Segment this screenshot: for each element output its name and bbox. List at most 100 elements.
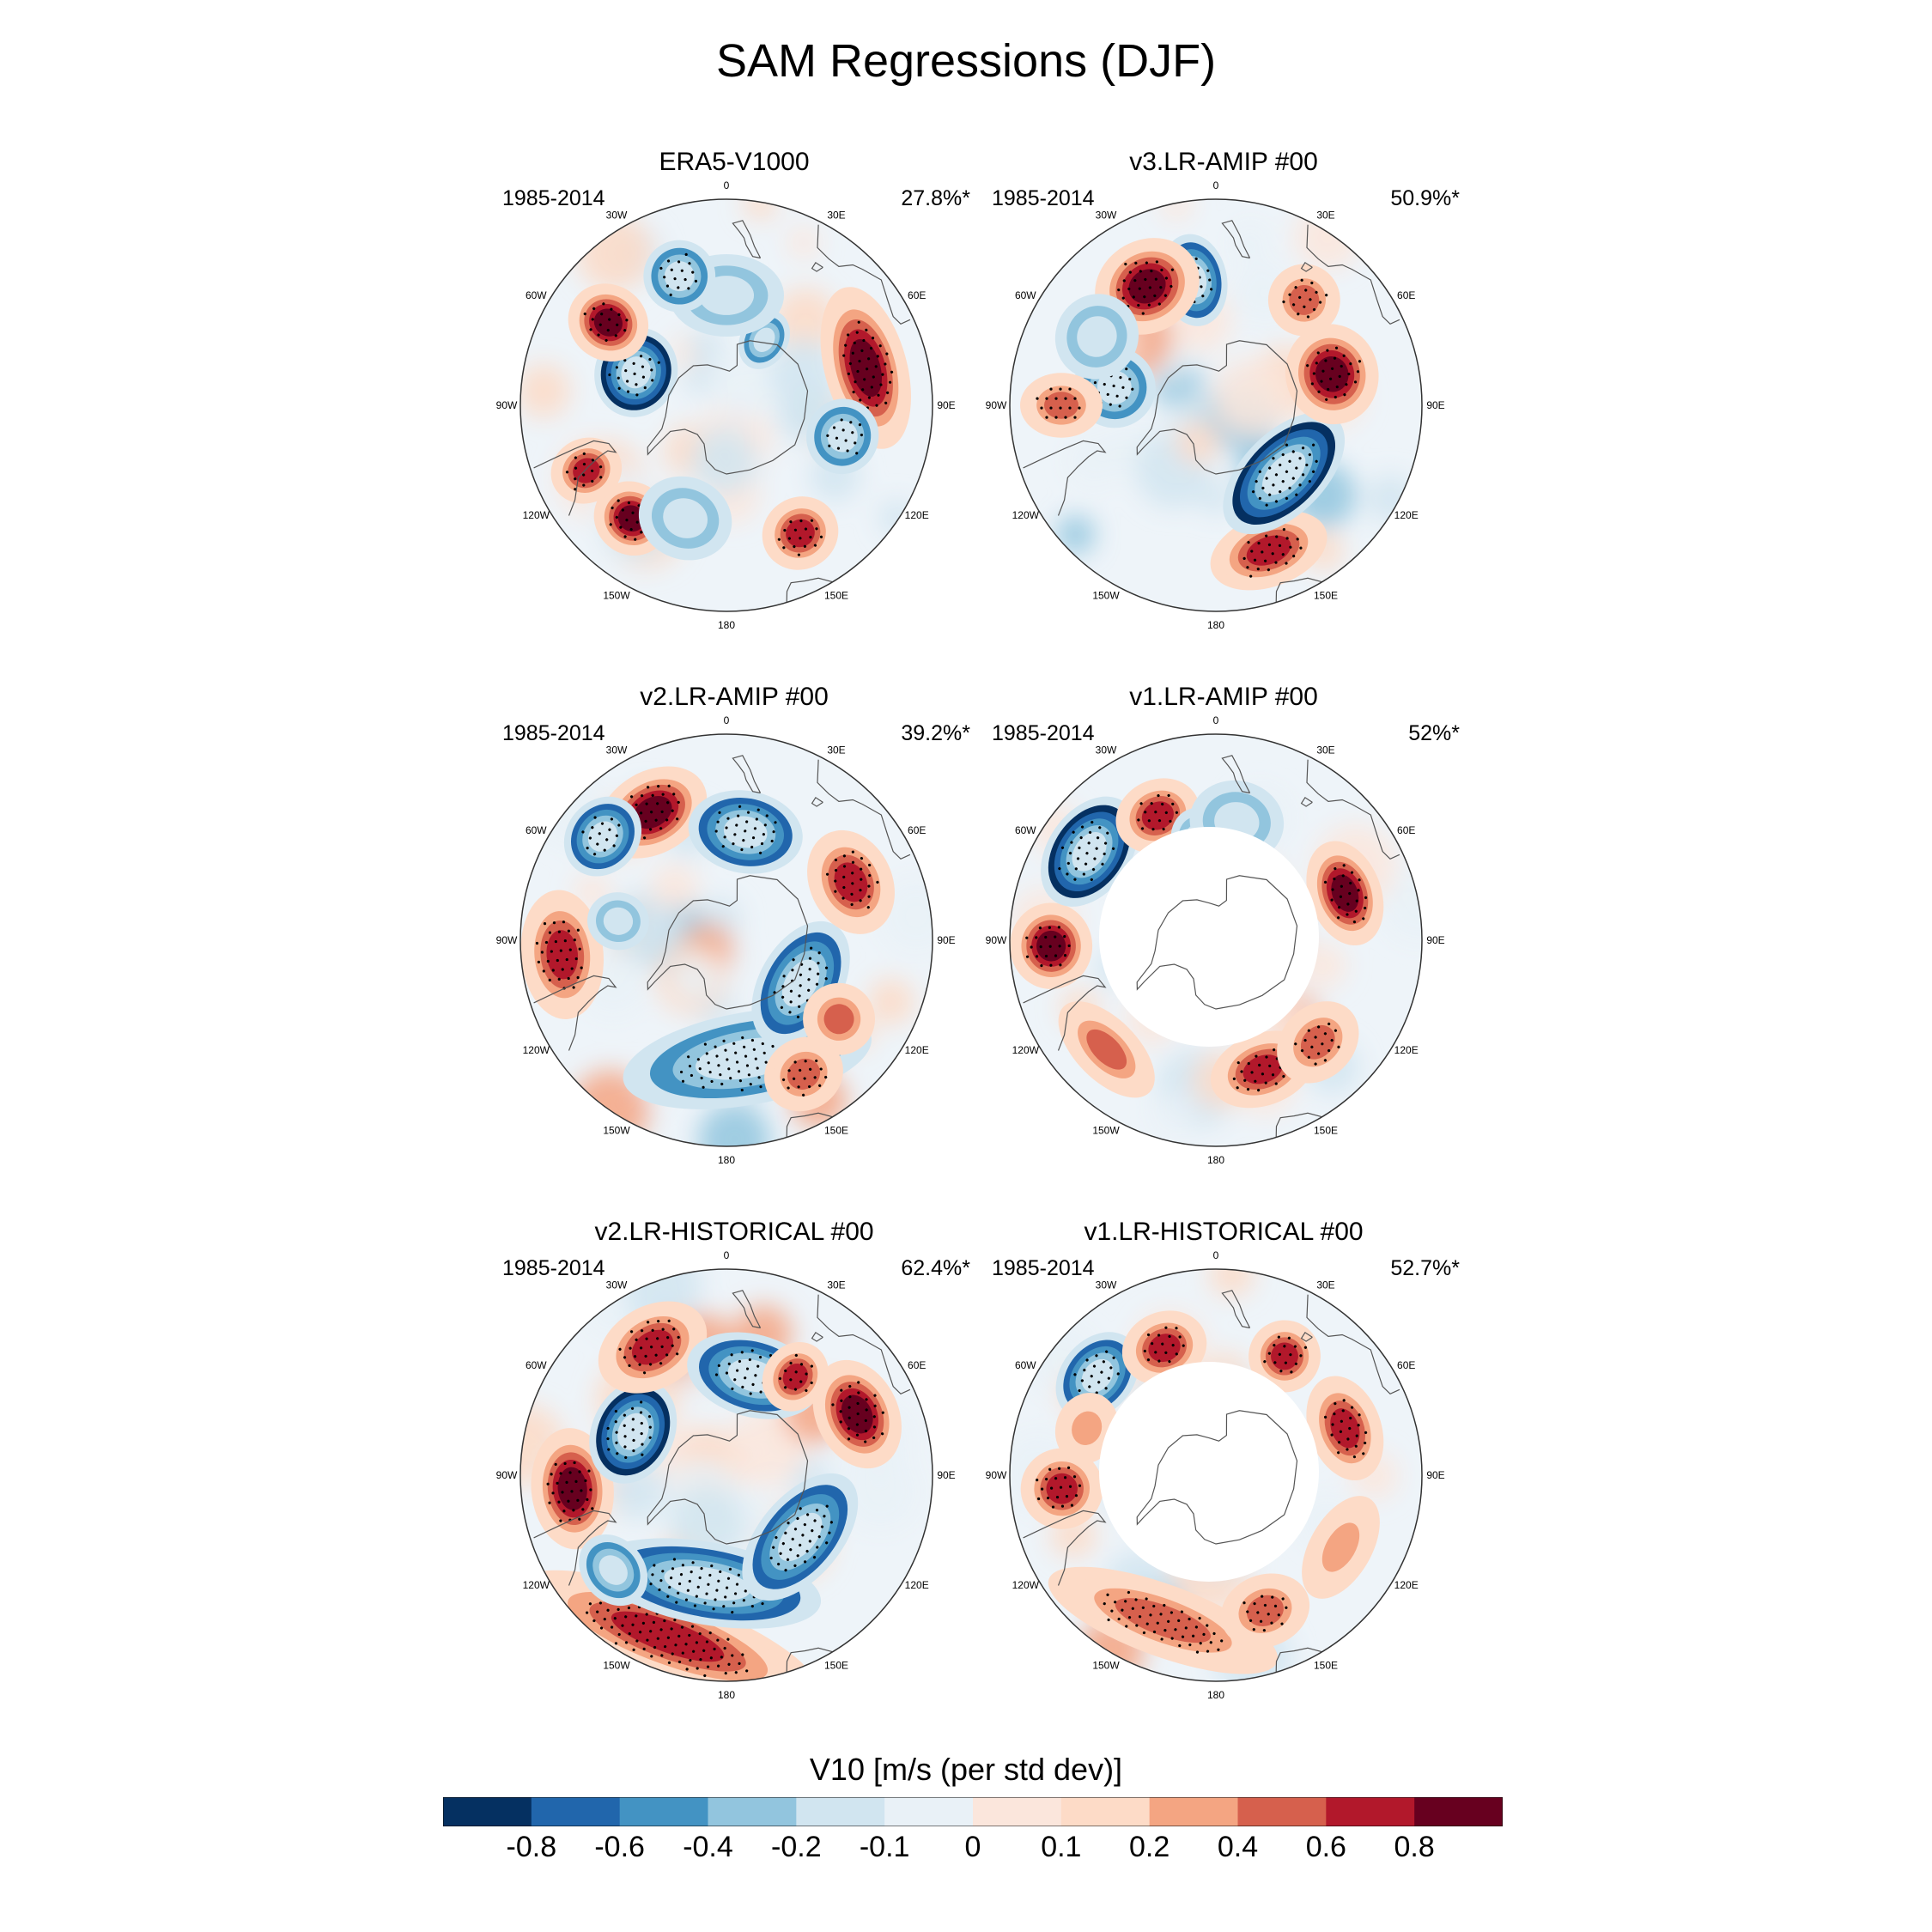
stipple-dot: [855, 1433, 860, 1437]
anomaly-feature: [742, 1473, 859, 1601]
stipple-dot: [592, 853, 597, 856]
contour-band: [1115, 1598, 1212, 1643]
stipple-dot: [733, 1592, 738, 1595]
stipple-dot: [855, 452, 859, 455]
stipple-dot: [1141, 312, 1145, 315]
polar-map: 0 30E 60E 90E 120E 150E 180 150W 120W 90W 60W 30W: [986, 179, 1445, 629]
stipple-dot: [789, 520, 793, 524]
stipple-dot: [732, 1042, 736, 1045]
longitude-label: 60E: [908, 289, 926, 301]
stipple-dot: [791, 1537, 794, 1541]
stipple-dot: [550, 1473, 553, 1476]
stipple-dot: [1280, 1622, 1284, 1625]
stipple-dot: [1151, 828, 1155, 831]
stipple-dot: [1294, 286, 1297, 289]
stipple-dot: [661, 1327, 665, 1331]
stipple-dot: [1073, 397, 1077, 400]
stipple-dot: [1144, 277, 1147, 282]
coastline: [1221, 220, 1251, 259]
stipple-dot: [1164, 276, 1168, 280]
stipple-dot: [691, 1561, 695, 1564]
stipple-dot: [720, 1082, 724, 1086]
stipple-dot: [1200, 285, 1203, 289]
stipple-dot: [1342, 864, 1346, 867]
stipple-dot: [680, 1625, 684, 1629]
stipple-dot: [1263, 559, 1267, 562]
stipple-dot: [706, 1665, 710, 1668]
anomaly-feature: [1054, 294, 1139, 380]
stipple-dot: [799, 1380, 803, 1383]
stipple-dot: [754, 1057, 757, 1060]
stipple-dot: [684, 1643, 688, 1646]
coastline: [811, 1331, 823, 1342]
stipple-dot: [578, 1517, 581, 1521]
stipple-dot: [1337, 1451, 1340, 1455]
longitude-label: 60E: [908, 1359, 926, 1371]
stipple-dot: [828, 1531, 831, 1534]
stipple-dot: [1063, 954, 1067, 957]
stipple-dot: [1303, 1346, 1308, 1349]
stipple-dot: [783, 1386, 787, 1389]
stipple-dot: [1148, 286, 1151, 289]
coastline: [817, 224, 911, 325]
stipple-dot: [615, 1441, 618, 1444]
stipple-dot: [815, 1509, 819, 1512]
stipple-dot: [617, 1607, 620, 1611]
stipple-dot: [1236, 1086, 1239, 1090]
stipple-dot: [857, 320, 860, 324]
stipple-dot: [860, 349, 864, 353]
colorbar-tick-label: -0.6: [594, 1831, 645, 1863]
coastline: [786, 577, 833, 603]
stipple-dot: [1164, 811, 1168, 815]
longitude-label: 60E: [1397, 1359, 1415, 1371]
stipple-dot: [783, 528, 787, 532]
stipple-dot: [1134, 261, 1138, 264]
stipple-dot: [1323, 1059, 1327, 1062]
stipple-dot: [1268, 493, 1272, 496]
stipple-dot: [873, 1394, 877, 1397]
stipple-dot: [1085, 1358, 1089, 1362]
stipple-dot: [836, 447, 841, 450]
stipple-dot: [721, 845, 725, 848]
stipple-dot: [1078, 1484, 1082, 1487]
panel-title: v3.LR-AMIP #00: [1129, 148, 1318, 176]
anomaly-feature: [803, 982, 876, 1055]
stipple-dot: [1168, 1360, 1171, 1364]
stipple-dot: [867, 357, 871, 361]
stipple-dot: [841, 896, 845, 900]
longitude-label: 120E: [1394, 509, 1419, 521]
stipple-dot: [1049, 406, 1053, 410]
stipple-dot: [1131, 387, 1134, 391]
stipple-dot: [591, 1507, 594, 1510]
stipple-dot: [1164, 1326, 1168, 1329]
longitude-label: 60W: [1015, 289, 1036, 301]
stipple-dot: [751, 836, 756, 840]
stipple-dot: [1174, 1628, 1177, 1631]
stipple-dot: [679, 1573, 683, 1577]
stipple-dot: [835, 436, 839, 440]
longitude-label: 60W: [526, 289, 547, 301]
stipple-dot: [696, 1585, 700, 1589]
stipple-dot: [1101, 862, 1104, 866]
stipple-dot: [635, 803, 638, 806]
stipple-dot: [722, 1605, 726, 1608]
stipple-dot: [702, 1085, 705, 1089]
stipple-dot: [632, 361, 635, 365]
stipple-dot: [644, 1354, 647, 1358]
stipple-dot: [1059, 963, 1062, 967]
stipple-dot: [633, 1355, 637, 1358]
stipple-dot: [557, 930, 562, 933]
stipple-dot: [633, 372, 636, 376]
stipple-dot: [1074, 867, 1078, 871]
antarctica-coastline: [1136, 340, 1298, 475]
longitude-label: 90E: [1426, 399, 1444, 411]
stipple-dot: [1144, 811, 1147, 814]
stipple-dot: [610, 307, 613, 311]
stipple-dot: [705, 1592, 708, 1595]
stipple-dot: [1055, 1495, 1060, 1499]
stipple-dot: [779, 1552, 782, 1555]
stipple-dot: [756, 808, 760, 811]
stipple-dot: [641, 1443, 644, 1446]
stipple-dot: [688, 262, 691, 265]
stipple-dot: [1170, 268, 1175, 271]
